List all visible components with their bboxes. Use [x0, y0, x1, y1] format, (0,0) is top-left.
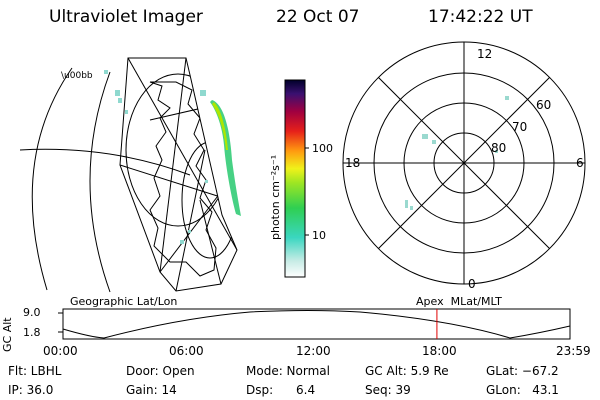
lat-label-60: 60	[536, 98, 552, 112]
mlt-label-0: 0	[468, 277, 476, 291]
altitude-curve	[62, 310, 571, 339]
seq-status: Seq: 39	[365, 383, 411, 397]
time-label: 17:42:22 UT	[428, 7, 533, 27]
time-tick-1800: 18:00	[422, 344, 457, 358]
svg-text:\u00bb: \u00bb	[61, 71, 93, 81]
mlt-label-18: 18	[345, 156, 361, 170]
lat-label-70: 70	[512, 120, 528, 134]
colorbar-tick-100: 100	[312, 142, 333, 155]
mlt-label-12: 12	[477, 47, 493, 61]
apex-title: Apex MLat/MLT	[416, 295, 502, 308]
glon-status: GLon: 43.1	[486, 383, 559, 397]
glat-status: GLat: −67.2	[486, 364, 559, 378]
dsp-status: Dsp: 6.4	[246, 383, 316, 397]
time-tick-0000: 00:00	[43, 344, 78, 358]
time-tick-1200: 12:00	[296, 344, 331, 358]
lat-label-80: 80	[491, 141, 507, 155]
colorbar-tick-10: 10	[312, 229, 326, 242]
door-status: Door: Open	[126, 364, 195, 378]
geographic-title: Geographic Lat/Lon	[70, 295, 178, 308]
instrument-title: Ultraviolet Imager	[49, 7, 203, 27]
colorbar-gradient	[284, 79, 306, 278]
alt-y-min: 1.8	[23, 326, 41, 339]
time-tick-2359: 23:59	[556, 344, 591, 358]
mode-status: Mode: Normal	[246, 364, 330, 378]
gc-alt-status: GC Alt: 5.9 Re	[365, 364, 449, 378]
time-tick-0600: 06:00	[169, 344, 204, 358]
filter-status: Flt: LBHL	[8, 364, 62, 378]
gain-status: Gain: 14	[126, 383, 177, 397]
faint-emission	[104, 70, 208, 244]
aurora-emission	[210, 100, 241, 216]
mlt-label-6: 6	[576, 156, 584, 170]
alt-y-max: 9.0	[23, 306, 41, 319]
date-label: 22 Oct 07	[276, 7, 360, 27]
altitude-plot-frame	[62, 308, 571, 340]
ip-status: IP: 36.0	[8, 383, 54, 397]
